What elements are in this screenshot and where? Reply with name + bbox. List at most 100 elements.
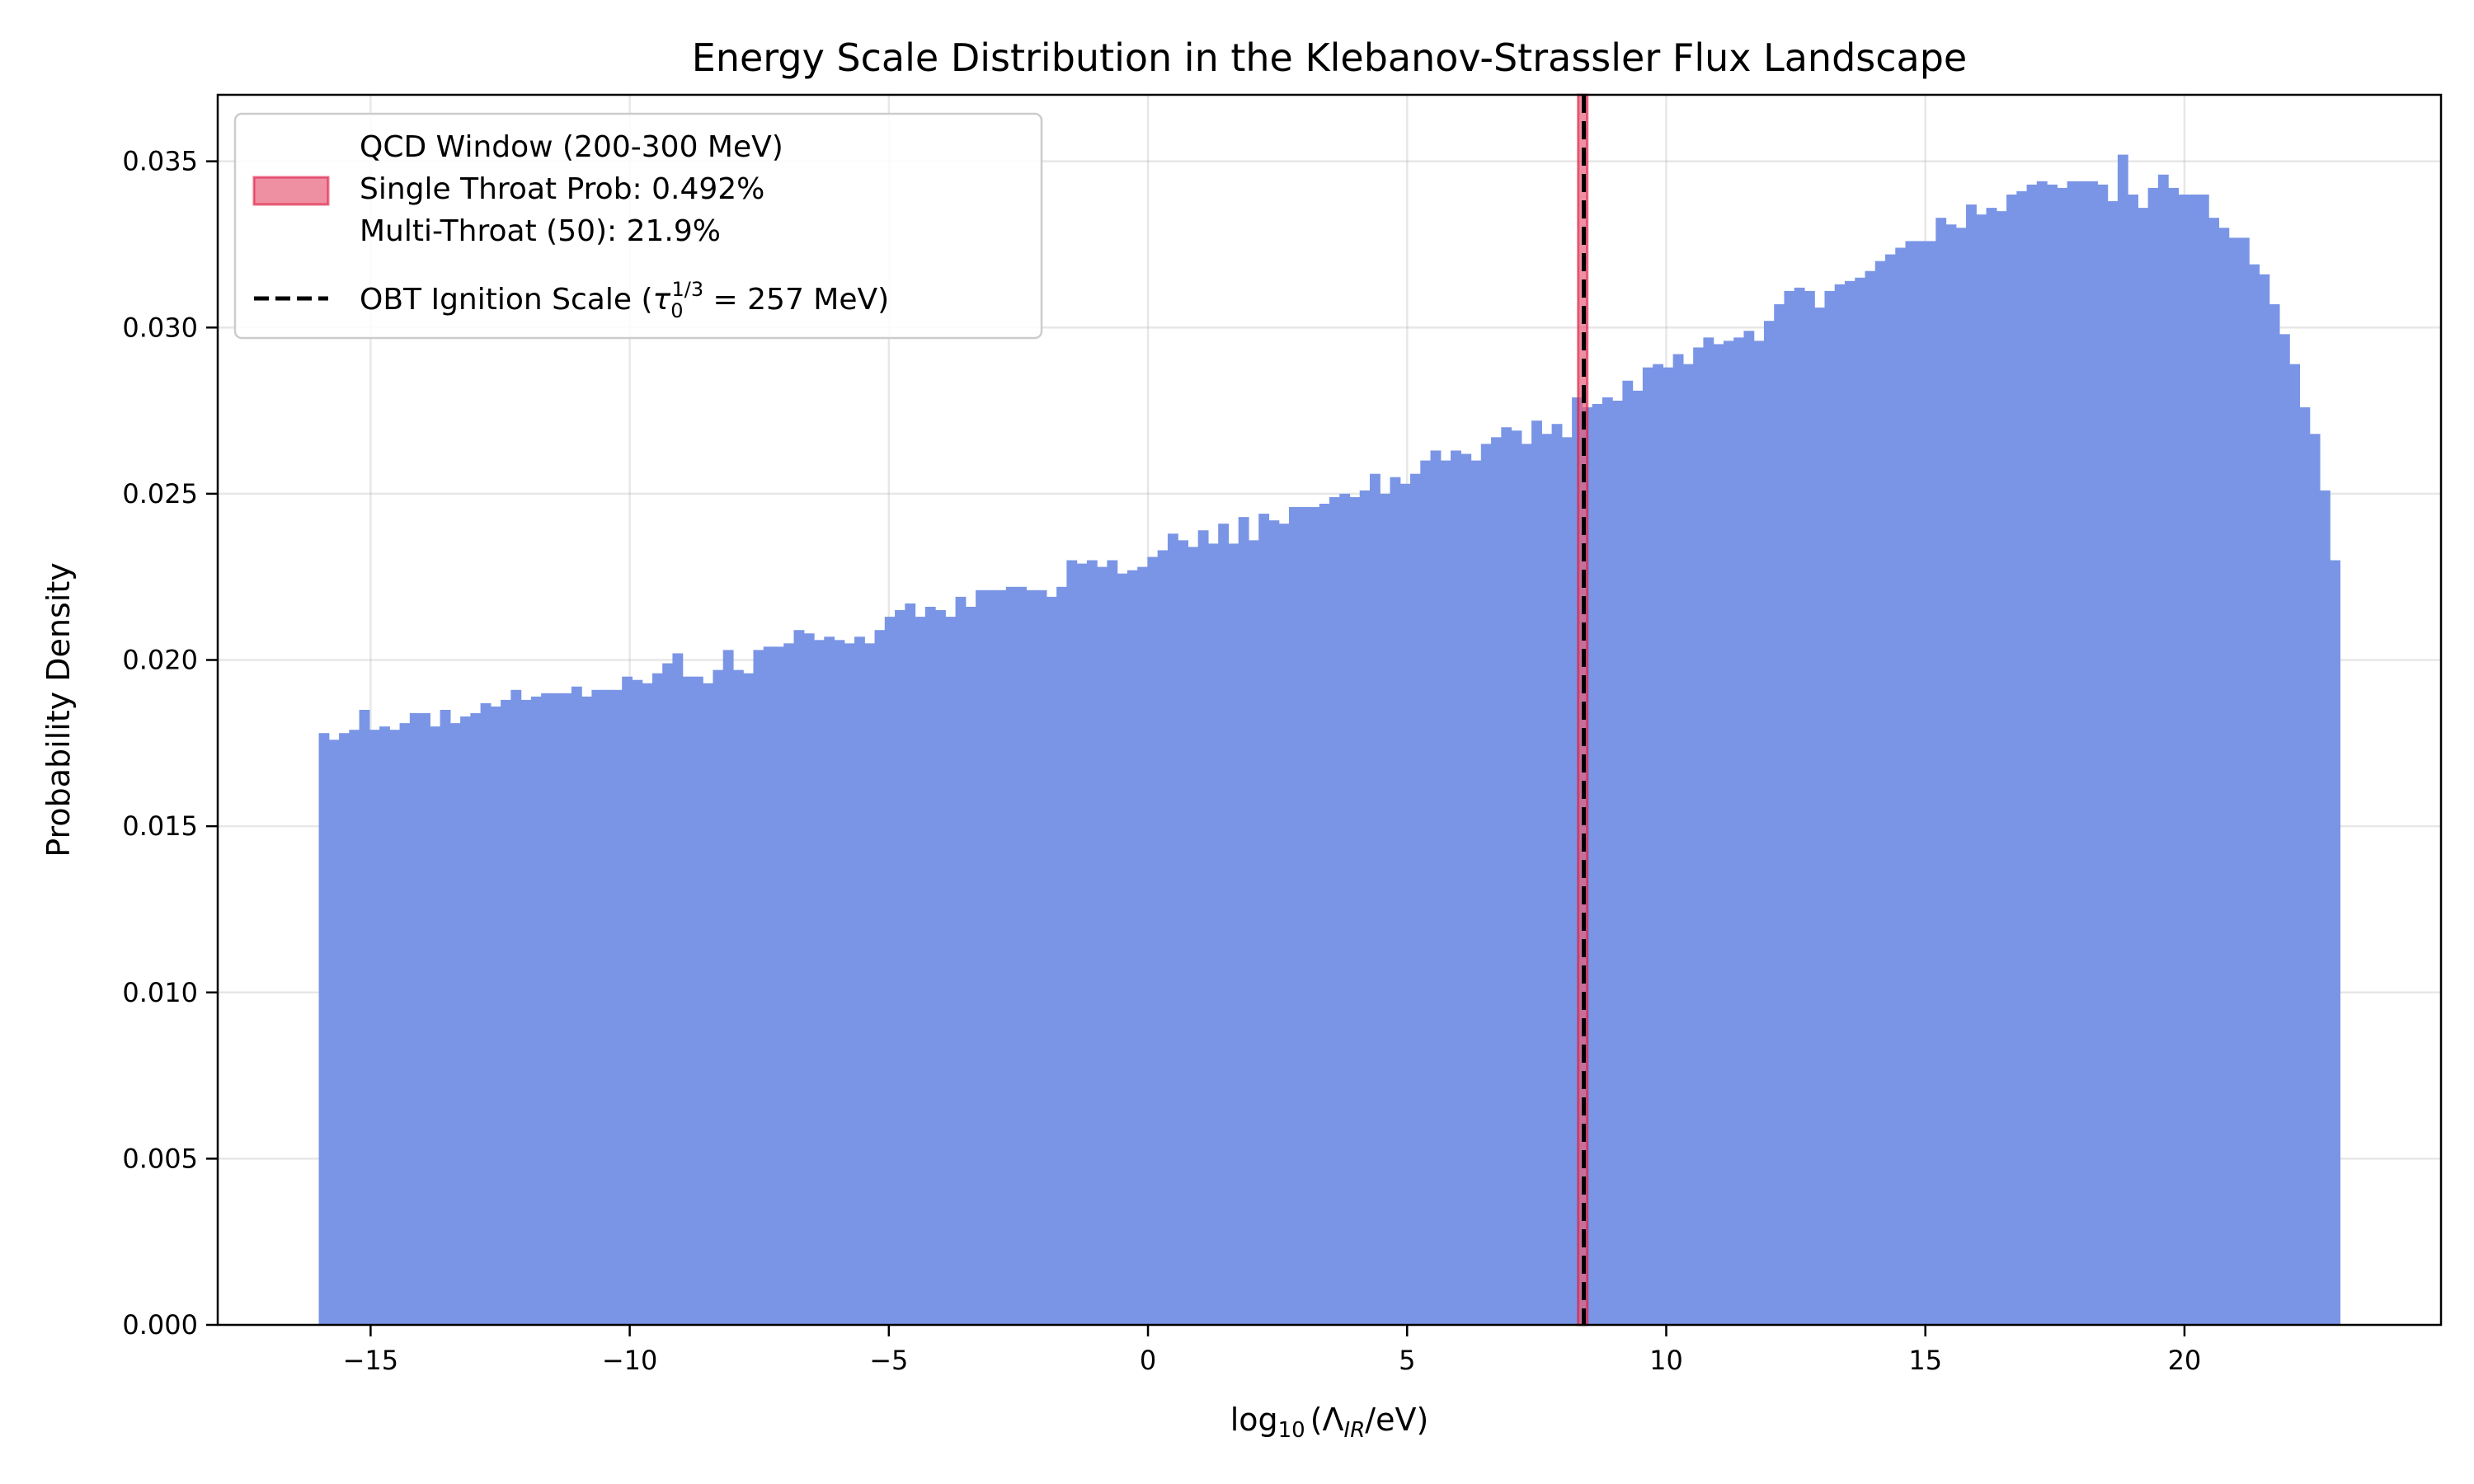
histogram-bar <box>1885 254 1896 1325</box>
histogram-bar <box>1157 550 1169 1325</box>
histogram-bar <box>2128 194 2138 1325</box>
histogram-bar <box>642 683 653 1325</box>
histogram-bar <box>1046 596 1057 1325</box>
histogram-bar <box>1380 493 1391 1325</box>
histogram-bar <box>1521 444 1532 1325</box>
histogram-bar <box>955 596 967 1325</box>
histogram-bar <box>632 679 643 1325</box>
histogram-bar <box>1470 460 1482 1325</box>
histogram-bar <box>1774 304 1785 1326</box>
histogram-bar <box>1491 437 1502 1325</box>
histogram-bar <box>1026 589 1037 1325</box>
histogram-bar <box>480 702 492 1325</box>
histogram-bar <box>318 733 330 1325</box>
histogram-bar <box>328 740 340 1325</box>
histogram-bar <box>1915 241 1926 1326</box>
histogram-bar <box>581 696 593 1325</box>
histogram-bar <box>2259 274 2270 1325</box>
histogram-bar <box>2016 190 2028 1325</box>
histogram-bar <box>2289 364 2301 1326</box>
histogram-bar <box>1693 347 1705 1326</box>
x-axis-ticks: −15 −10 −5 0 5 10 15 20 <box>343 1325 2201 1376</box>
histogram-bar <box>1349 496 1361 1325</box>
histogram-bar <box>1097 566 1108 1325</box>
histogram-bar <box>814 640 825 1325</box>
histogram-bar <box>1056 586 1067 1325</box>
histogram-bar <box>1197 530 1209 1325</box>
legend-qcd-line3: Multi-Throat (50): 21.9% <box>360 214 721 248</box>
histogram-bar <box>2067 181 2078 1325</box>
histogram-bar <box>1188 547 1199 1325</box>
x-axis-label: log10 (ΛIR/eV) <box>1230 1402 1429 1443</box>
histogram-bar <box>2168 187 2179 1326</box>
histogram-bar <box>601 689 613 1325</box>
histogram-bar <box>449 723 461 1325</box>
histogram-bar <box>1167 533 1178 1325</box>
histogram-bar <box>1945 224 1957 1325</box>
histogram-bar <box>864 643 876 1325</box>
histogram-bar <box>1005 586 1017 1325</box>
legend-qcd-line1: QCD Window (200-300 MeV) <box>360 130 783 164</box>
x-tick-label: 10 <box>1649 1345 1683 1376</box>
histogram-bar <box>420 713 430 1325</box>
histogram-bar <box>1359 490 1371 1325</box>
histogram-bar <box>682 676 694 1325</box>
histogram-bar <box>2006 194 2017 1325</box>
histogram-bar <box>2147 187 2159 1326</box>
histogram-bar <box>490 706 501 1325</box>
histogram-bar <box>430 726 441 1325</box>
histogram-bar <box>1723 340 1734 1325</box>
legend-qcd-patch <box>252 176 330 206</box>
histogram-bar <box>1784 290 1795 1325</box>
histogram-bar <box>995 589 1007 1325</box>
histogram-bar <box>1672 354 1684 1325</box>
histogram-bar <box>965 606 976 1325</box>
histogram-bar <box>2218 228 2230 1325</box>
histogram-bar <box>732 669 744 1325</box>
histogram-bar <box>935 610 946 1325</box>
histogram-bar <box>1126 570 1138 1325</box>
histogram-bar <box>551 693 562 1325</box>
histogram-bar <box>1926 241 1936 1326</box>
histogram-bar <box>884 617 896 1325</box>
histogram-bar <box>510 689 522 1325</box>
y-tick-label: 0.020 <box>122 645 198 676</box>
histogram-bar <box>1268 520 1280 1325</box>
histogram-bar <box>783 643 795 1325</box>
histogram-bar <box>1733 337 1745 1325</box>
histogram-bar <box>561 693 572 1325</box>
histogram-bar <box>1460 453 1472 1325</box>
histogram-bar <box>2036 181 2048 1325</box>
histogram-bar <box>1299 507 1310 1325</box>
histogram-bar <box>793 630 805 1325</box>
histogram-bar <box>1430 450 1442 1326</box>
legend-qcd-line2: Single Throat Prob: 0.492% <box>360 172 764 206</box>
histogram-bar <box>905 603 916 1325</box>
histogram-bar <box>1905 241 1917 1326</box>
histogram-bar <box>1663 367 1674 1326</box>
histogram-bar <box>1076 563 1088 1325</box>
x-tick-label: 0 <box>1140 1345 1156 1376</box>
histogram-bar <box>399 723 411 1325</box>
histogram-bar <box>1855 277 1866 1325</box>
histogram-bar <box>1207 543 1219 1325</box>
histogram-bar <box>530 696 542 1325</box>
histogram-bar <box>1117 573 1128 1325</box>
histogram-bar <box>1480 444 1492 1325</box>
histogram-bar <box>1288 507 1300 1325</box>
histogram-bar <box>924 606 936 1325</box>
histogram-bar <box>753 650 764 1325</box>
histogram-bar <box>2319 490 2331 1325</box>
x-tick-label: −10 <box>602 1345 658 1376</box>
histogram-bar <box>1713 344 1724 1326</box>
histogram-bar <box>1370 473 1380 1326</box>
histogram-bar <box>2238 237 2250 1326</box>
histogram-bar <box>1622 380 1634 1325</box>
histogram-bar <box>622 676 633 1325</box>
axes-frame <box>216 93 2443 1327</box>
histogram-bar <box>854 636 865 1325</box>
histogram-bar <box>1986 208 1997 1326</box>
histogram-bar <box>2208 218 2219 1326</box>
histogram-bar <box>743 673 755 1325</box>
histogram-bars <box>318 154 2341 1326</box>
